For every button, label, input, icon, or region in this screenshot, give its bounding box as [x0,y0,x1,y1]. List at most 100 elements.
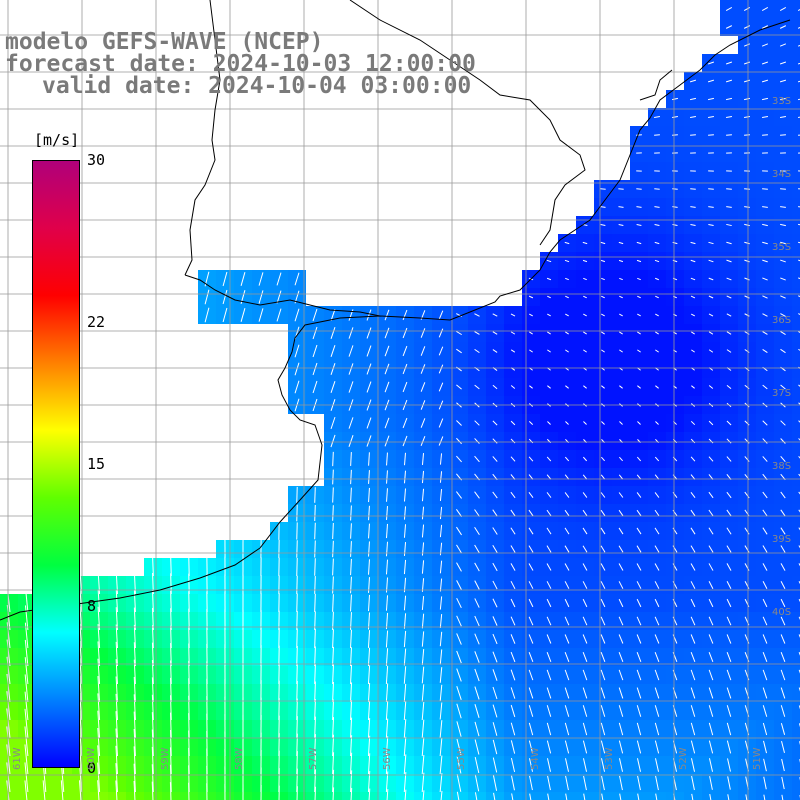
wind-arrow [474,331,480,335]
wind-arrow [690,241,696,245]
wind-arrow [330,345,336,357]
wind-arrow [421,524,425,538]
wind-arrow [708,349,714,353]
wind-arrow [618,563,624,571]
wind-arrow [654,758,660,772]
wind-arrow [368,452,370,466]
wind-arrow [258,290,264,304]
wind-speed-cell [792,432,800,450]
wind-arrow [583,775,587,791]
wind-arrow [492,775,498,791]
wind-arrow [386,789,389,800]
wind-arrow [510,740,516,754]
wind-arrow [350,594,352,612]
wind-arrow [366,327,372,339]
wind-arrow [690,420,696,426]
wind-arrow [726,277,732,281]
wind-arrow [565,295,569,299]
wind-arrow [600,492,606,498]
wind-arrow [511,775,515,791]
wind-arrow [762,206,768,208]
wind-arrow [296,575,298,595]
wind-arrow [690,456,696,462]
wind-arrow [349,770,353,796]
wind-arrow [296,593,298,613]
wind-arrow [564,527,570,535]
wind-arrow [510,385,516,389]
wind-arrow [420,418,426,428]
wind-arrow [546,616,552,626]
wind-speed-cell [540,792,558,800]
wind-arrow [564,581,570,589]
wind-arrow [385,612,389,630]
wind-arrow [654,509,660,517]
wind-arrow [762,331,768,335]
wind-arrow [798,455,800,459]
wind-speed-cell [792,54,800,72]
wind-arrow [366,435,372,447]
wind-arrow [294,380,300,394]
wind-arrow [690,295,696,299]
wind-arrow [438,382,444,392]
wind-speed-cell [792,774,800,792]
wind-arrow [474,313,480,317]
wind-arrow [474,598,480,608]
wind-arrow [384,363,390,375]
wind-arrow [600,722,606,736]
wind-arrow [510,527,516,535]
wind-arrow [510,456,516,462]
wind-arrow [744,491,750,499]
wind-arrow [529,793,532,800]
wind-arrow [368,559,370,575]
wind-arrow [798,206,800,208]
wind-arrow [510,420,516,426]
wind-arrow [528,456,534,462]
wind-arrow [314,558,316,576]
wind-speed-cell [792,594,800,612]
wind-speed-cell [558,792,576,800]
wind-arrow [564,687,570,699]
wind-arrow [780,206,786,208]
wind-arrow [708,634,714,644]
latitude-label: 33S [772,96,792,107]
wind-arrow [744,259,750,263]
wind-arrow [385,648,389,666]
wind-arrow [546,634,552,644]
wind-arrow [744,420,750,426]
wind-arrow [690,740,696,754]
wind-arrow [331,769,335,797]
wind-arrow [708,277,714,281]
wind-arrow [421,488,425,502]
wind-arrow [582,581,588,589]
wind-arrow [312,326,318,340]
wind-arrow [798,438,800,441]
wind-speed-cell [612,792,630,800]
wind-arrow [222,307,228,323]
wind-arrow [420,382,426,392]
wind-arrow [726,349,732,353]
wind-speed-cell [792,162,800,180]
wind-arrow [367,753,371,777]
wind-arrow [510,313,516,317]
wind-arrow [564,509,570,517]
wind-arrow [583,331,587,335]
wind-arrow [726,687,732,699]
wind-arrow [708,241,714,245]
wind-arrow [743,7,751,11]
wind-arrow [798,223,800,226]
wind-arrow [637,295,641,299]
wind-speed-cell [792,630,800,648]
wind-arrow [726,241,732,245]
wind-arrow [528,722,534,736]
wind-arrow [690,313,696,317]
wind-arrow [510,722,516,736]
wind-arrow [619,456,623,462]
wind-arrow [492,722,498,736]
wind-arrow [672,259,678,263]
wind-arrow [438,310,444,320]
wind-arrow [654,687,660,699]
wind-arrow [582,545,588,553]
wind-arrow [528,563,534,571]
wind-arrow [294,344,300,358]
wind-arrow [762,581,768,589]
